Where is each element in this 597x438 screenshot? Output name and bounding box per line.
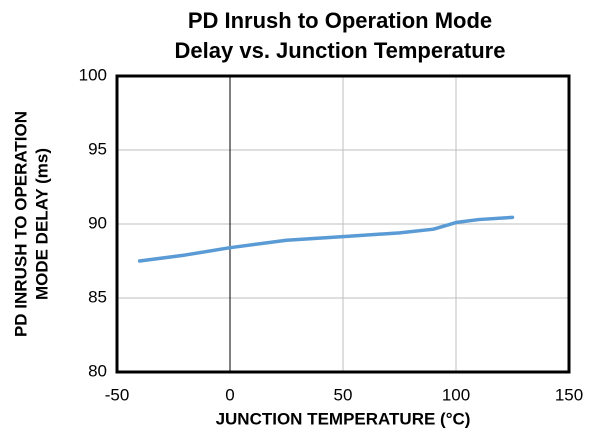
x-tick-label: 100 <box>442 385 470 404</box>
y-tick-label: 90 <box>88 213 107 232</box>
chart-title: PD Inrush to Operation Mode <box>188 8 492 33</box>
y-tick-label: 95 <box>88 139 107 158</box>
y-tick-label: 85 <box>88 287 107 306</box>
x-tick-label: 50 <box>334 385 353 404</box>
y-tick-label: 80 <box>88 361 107 380</box>
data-line <box>137 215 515 263</box>
chart-title: Delay vs. Junction Temperature <box>175 38 506 63</box>
y-axis-label: PD INRUSH TO OPERATION <box>11 111 30 337</box>
x-tick-label: -50 <box>105 385 130 404</box>
y-axis-label: MODE DELAY (ms) <box>32 148 51 300</box>
x-axis-label: JUNCTION TEMPERATURE (°C) <box>216 409 471 428</box>
x-tick-label: 150 <box>555 385 583 404</box>
x-tick-label: 0 <box>225 385 234 404</box>
plot-border <box>115 74 571 374</box>
y-tick-label: 100 <box>79 65 107 84</box>
